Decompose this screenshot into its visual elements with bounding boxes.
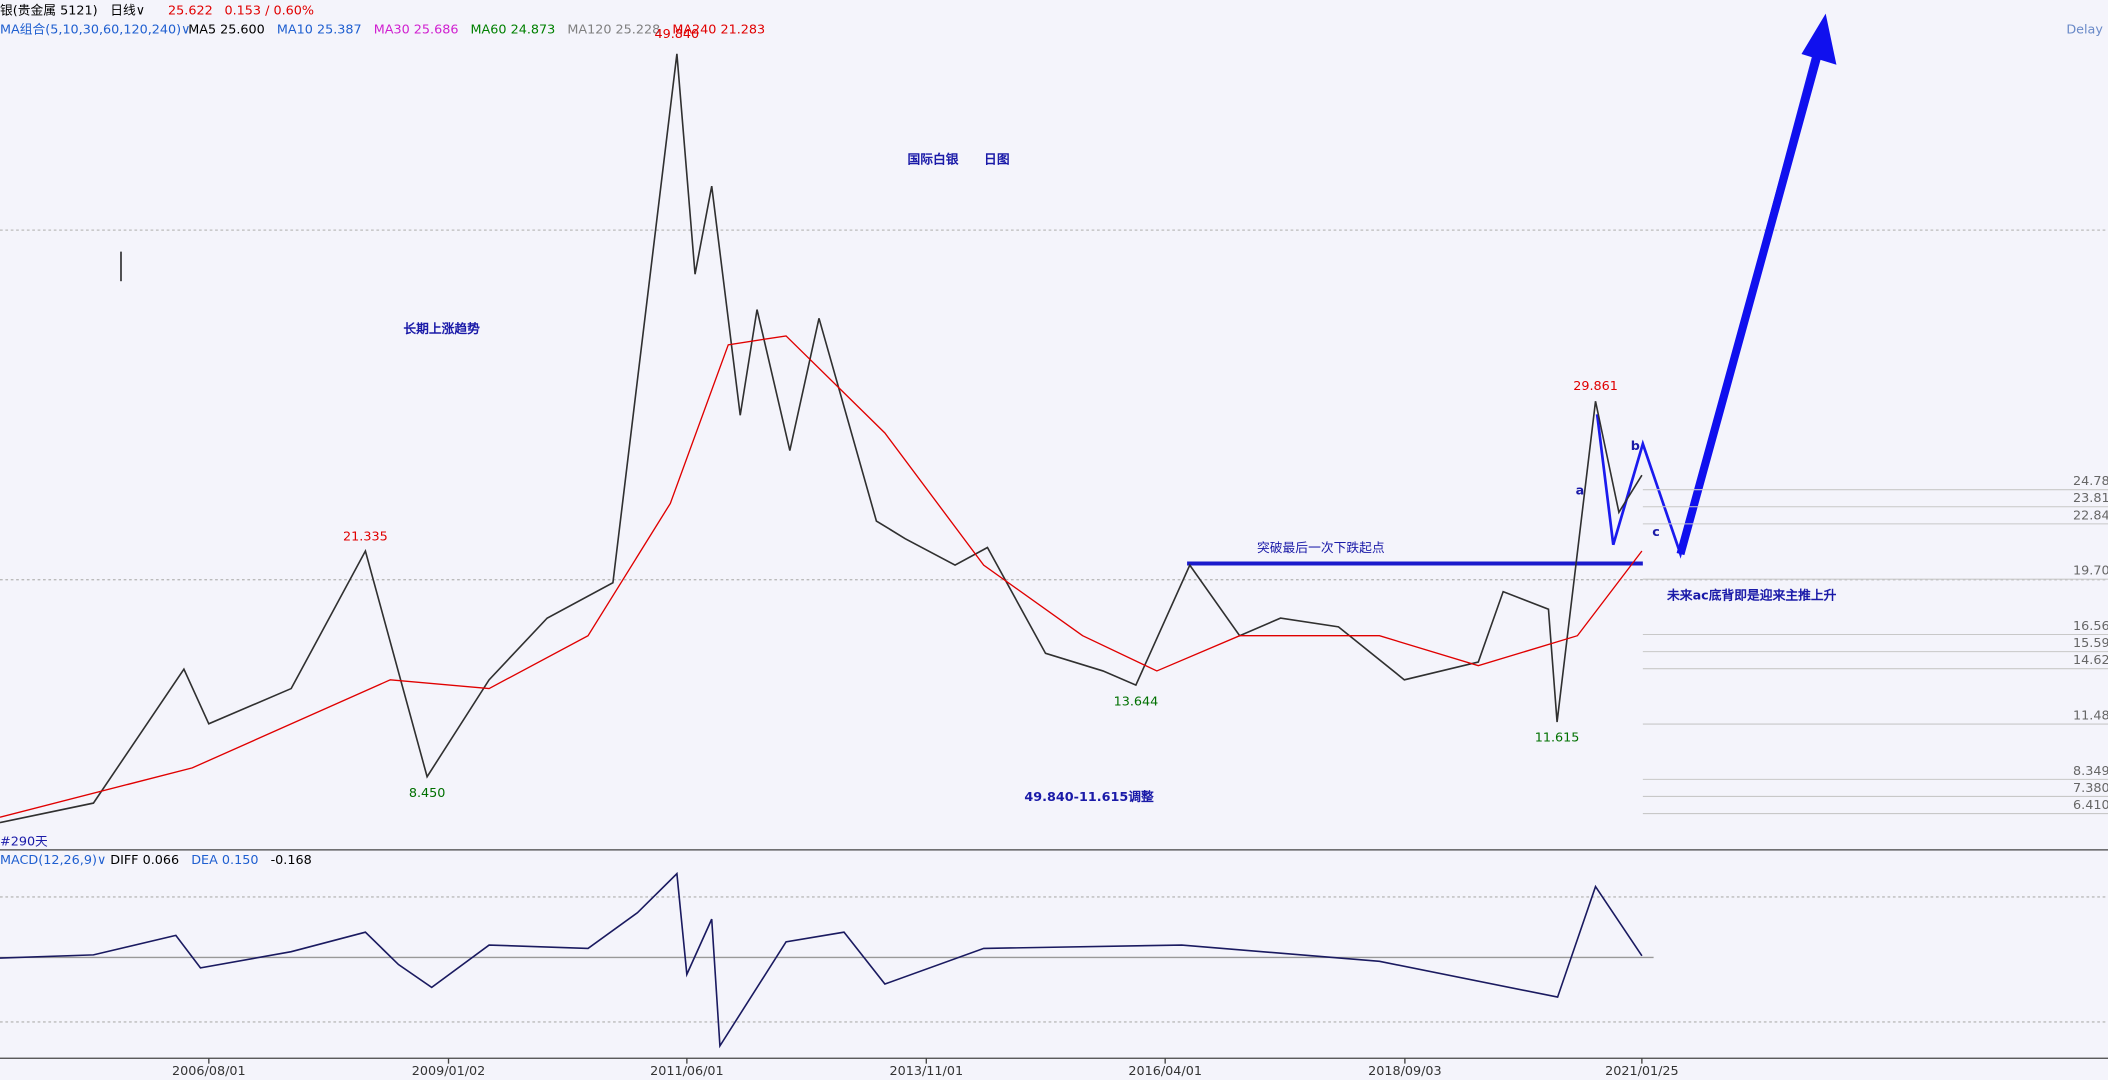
last-price: 25.622 <box>168 3 213 18</box>
y-tick-label: 11.488 <box>2073 708 2108 723</box>
wave-label: c <box>1652 525 1660 540</box>
period[interactable]: 日线∨ <box>110 3 145 18</box>
annotation: 49.840-11.615调整 <box>1024 789 1154 805</box>
series-line <box>0 871 1643 1049</box>
y-tick-label: 16.566 <box>2073 619 2108 634</box>
macd-legend-item: -0.168 <box>271 853 312 868</box>
x-tick-label: 2011/06/01 <box>650 1064 724 1079</box>
delay: Delay <box>2066 22 2103 37</box>
ma-legend-item: MA5 25.600 <box>188 22 265 37</box>
x-tick-label: 2016/04/01 <box>1128 1064 1202 1079</box>
chart-title: 国际白银 日图 <box>907 152 1009 168</box>
arrow-head <box>1801 13 1837 65</box>
ma-legend-item: MA10 25.387 <box>277 22 362 37</box>
header: 银(贵金属 5121) 日线∨ 25.622 0.153 / 0.60% Del… <box>0 2 2103 868</box>
macd-title[interactable]: MACD(12,26,9)∨ <box>0 853 106 868</box>
ma-legend-item: MA30 25.686 <box>374 22 459 37</box>
annotation: 长期上涨趋势 <box>403 321 480 337</box>
extreme-label: 49.840 <box>655 27 700 42</box>
ma-legend-item: MA60 24.873 <box>471 22 556 37</box>
x-tick-label: 2018/09/03 <box>1368 1064 1442 1079</box>
ma-legend-item: MA240 21.283 <box>672 22 765 37</box>
x-tick-label: 2013/11/01 <box>890 1064 964 1079</box>
extreme-label: 13.644 <box>1114 695 1159 710</box>
y-tick-label: 23.812 <box>2073 491 2108 506</box>
y-tick-label: 24.782 <box>2073 474 2108 489</box>
annotation: 未来ac底背即是迎来主推上升 <box>1666 587 1837 603</box>
y-tick-label: 6.410 <box>2073 798 2108 813</box>
wave-label: b <box>1631 439 1640 454</box>
arrow-shaft <box>1676 39 1826 556</box>
y-tick-label: 19.705 <box>2073 564 2108 579</box>
extreme-label: 29.861 <box>1573 379 1618 394</box>
extreme-label: 8.450 <box>409 786 446 801</box>
series-line <box>0 53 1643 824</box>
series-line <box>0 335 1643 818</box>
macd-legend-item: DEA 0.150 <box>191 853 258 868</box>
ma-legend-item: MA120 25.228 <box>567 22 660 37</box>
annotation: 突破最后一次下跌起点 <box>1257 540 1385 556</box>
y-tick-label: 7.380 <box>2073 781 2108 796</box>
count-label: #290天 <box>0 834 48 849</box>
symbol: 银(贵金属 5121) <box>0 2 98 18</box>
change: 0.153 / 0.60% <box>225 3 315 18</box>
y-tick-label: 15.596 <box>2073 636 2108 651</box>
x-tick-label: 2021/01/25 <box>1605 1064 1679 1079</box>
x-tick-label: 2009/01/02 <box>412 1064 486 1079</box>
extreme-label: 21.335 <box>343 529 388 544</box>
y-tick-label: 8.349 <box>2073 764 2108 779</box>
x-tick-label: 2006/08/01 <box>172 1064 246 1079</box>
macd-legend-item: DIFF 0.066 <box>110 853 179 868</box>
extreme-label: 11.615 <box>1535 730 1580 745</box>
ma-title[interactable]: MA组合(5,10,30,60,120,240)∨ <box>0 22 190 37</box>
wave-label: a <box>1576 483 1585 498</box>
y-tick-label: 14.627 <box>2073 653 2108 668</box>
y-tick-label: 22.843 <box>2073 508 2108 523</box>
